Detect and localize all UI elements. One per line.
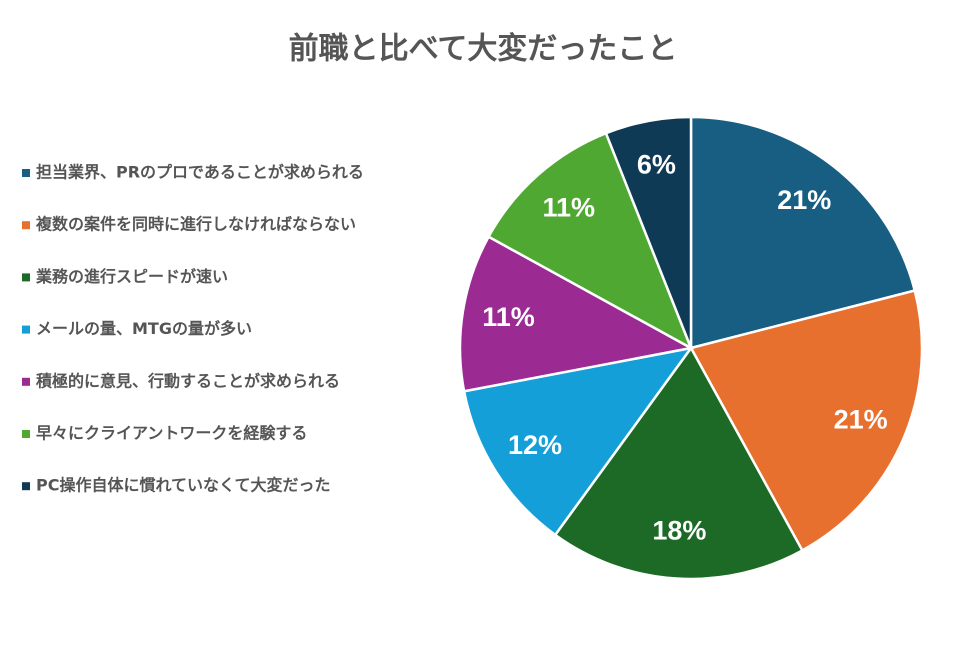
pie-slice	[458, 235, 695, 393]
legend-swatch	[22, 169, 30, 177]
slice-label: 11%	[543, 193, 596, 223]
pie-slice	[486, 131, 694, 351]
legend-swatch	[22, 325, 30, 334]
slice-label: 18%	[652, 516, 706, 546]
legend-swatch	[22, 482, 30, 491]
slice-label: 12%	[508, 430, 562, 460]
legend-swatch	[22, 377, 30, 386]
slice-label: 21%	[834, 405, 888, 435]
legend-swatch	[22, 221, 30, 230]
legend-label: 担当業界、PRのプロであることが求められる	[36, 163, 364, 182]
slice-label: 11%	[482, 302, 535, 332]
chart-title: 前職と比べて大変だったこと	[289, 32, 678, 67]
slice-label: 6%	[637, 150, 676, 180]
pie-slice	[689, 115, 917, 350]
legend-label: メールの量、MTGの量が多い	[36, 319, 252, 338]
legend-label: 複数の案件を同時に進行しなければならない	[35, 215, 356, 234]
pie-slice	[462, 346, 694, 537]
pie-slice	[604, 115, 693, 349]
legend-swatch	[22, 430, 30, 438]
legend-label: 積極的に意見、行動することが求められる	[35, 371, 340, 390]
legend-label: PC操作自体に慣れていなくて大変だった	[36, 476, 331, 495]
legend-label: 業務の進行スピードが速い	[35, 267, 228, 286]
legend-label: 早々にクライアントワークを経験する	[36, 424, 307, 443]
slice-label: 21%	[777, 185, 831, 215]
pie-slice	[689, 289, 924, 553]
legend-swatch	[22, 273, 30, 282]
pie-slice	[553, 345, 804, 581]
